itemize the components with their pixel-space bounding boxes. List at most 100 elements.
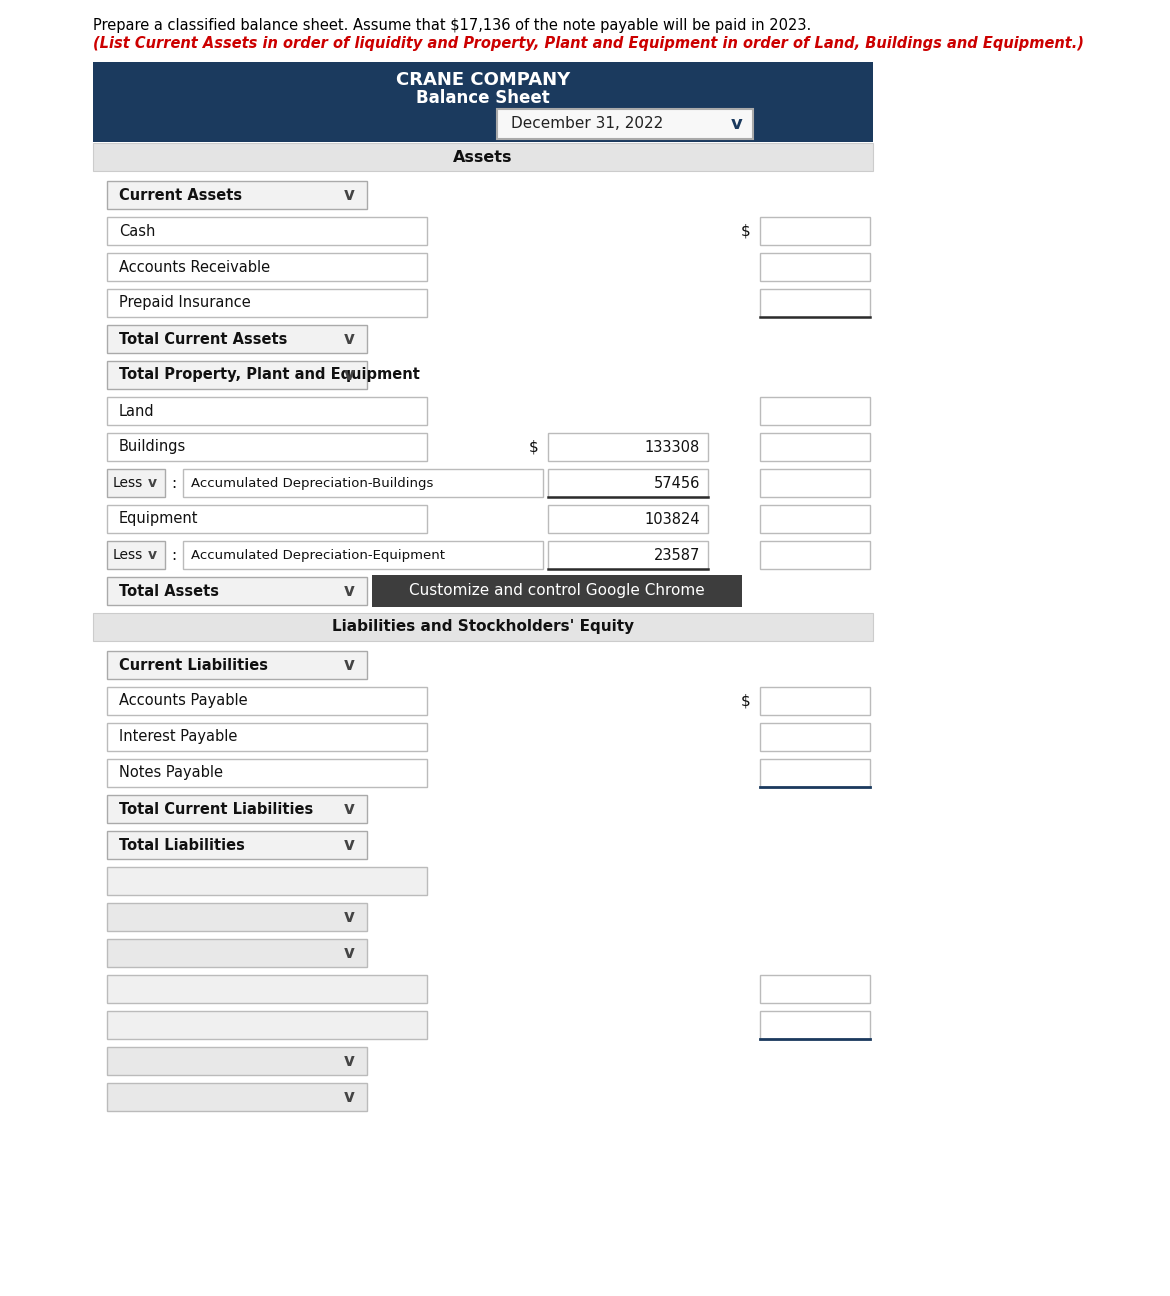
FancyBboxPatch shape xyxy=(106,325,367,353)
Text: 23587: 23587 xyxy=(654,547,700,562)
Text: $: $ xyxy=(741,693,750,709)
Text: CRANE COMPANY: CRANE COMPANY xyxy=(395,71,570,89)
Text: v: v xyxy=(344,330,355,349)
FancyBboxPatch shape xyxy=(106,577,367,605)
Text: (List Current Assets in order of liquidity and Property, Plant and Equipment in : (List Current Assets in order of liquidi… xyxy=(92,36,1083,51)
Text: Land: Land xyxy=(119,403,154,419)
Text: Total Current Liabilities: Total Current Liabilities xyxy=(119,801,314,816)
FancyBboxPatch shape xyxy=(106,651,367,679)
FancyBboxPatch shape xyxy=(106,975,427,1003)
Text: Prepaid Insurance: Prepaid Insurance xyxy=(119,295,250,311)
FancyBboxPatch shape xyxy=(183,469,543,496)
Text: 57456: 57456 xyxy=(654,476,700,490)
Text: Cash: Cash xyxy=(119,223,156,238)
Text: December 31, 2022: December 31, 2022 xyxy=(511,117,663,131)
Text: :: : xyxy=(172,476,177,490)
FancyBboxPatch shape xyxy=(106,289,427,318)
Text: Accumulated Depreciation-Equipment: Accumulated Depreciation-Equipment xyxy=(191,548,445,561)
FancyBboxPatch shape xyxy=(548,540,708,569)
FancyBboxPatch shape xyxy=(372,575,742,607)
FancyBboxPatch shape xyxy=(760,469,870,496)
FancyBboxPatch shape xyxy=(106,1011,427,1039)
FancyBboxPatch shape xyxy=(760,975,870,1003)
Text: :: : xyxy=(172,547,177,562)
Text: Current Liabilities: Current Liabilities xyxy=(119,657,268,673)
Text: Liabilities and Stockholders' Equity: Liabilities and Stockholders' Equity xyxy=(332,619,634,635)
Text: Total Assets: Total Assets xyxy=(119,583,219,599)
Text: v: v xyxy=(344,656,355,674)
Text: Less: Less xyxy=(113,548,143,562)
Text: v: v xyxy=(344,943,355,962)
FancyBboxPatch shape xyxy=(106,687,427,715)
Text: Accounts Receivable: Accounts Receivable xyxy=(119,259,270,275)
Text: Prepare a classified balance sheet. Assume that $17,136 of the note payable will: Prepare a classified balance sheet. Assu… xyxy=(92,18,815,32)
Text: Buildings: Buildings xyxy=(119,439,186,455)
Text: v: v xyxy=(344,836,355,854)
FancyBboxPatch shape xyxy=(760,397,870,425)
Text: 133308: 133308 xyxy=(645,439,700,455)
Text: Total Current Assets: Total Current Assets xyxy=(119,332,288,346)
Text: v: v xyxy=(344,1089,355,1105)
Text: Equipment: Equipment xyxy=(119,512,199,526)
Text: Total Property, Plant and Equipment: Total Property, Plant and Equipment xyxy=(119,368,420,382)
Text: $: $ xyxy=(741,223,750,238)
FancyBboxPatch shape xyxy=(548,505,708,533)
Text: v: v xyxy=(731,115,743,133)
Text: Accounts Payable: Accounts Payable xyxy=(119,693,248,709)
FancyBboxPatch shape xyxy=(106,253,427,281)
FancyBboxPatch shape xyxy=(760,759,870,787)
FancyBboxPatch shape xyxy=(106,723,427,750)
Text: Balance Sheet: Balance Sheet xyxy=(417,89,550,108)
FancyBboxPatch shape xyxy=(106,540,165,569)
Text: $: $ xyxy=(528,439,538,455)
Text: Notes Payable: Notes Payable xyxy=(119,766,223,780)
FancyBboxPatch shape xyxy=(760,289,870,318)
FancyBboxPatch shape xyxy=(497,109,753,139)
Text: Assets: Assets xyxy=(453,149,512,165)
FancyBboxPatch shape xyxy=(183,540,543,569)
FancyBboxPatch shape xyxy=(760,723,870,750)
Text: Less: Less xyxy=(113,476,143,490)
FancyBboxPatch shape xyxy=(760,433,870,461)
Text: v: v xyxy=(147,548,157,562)
Text: Accumulated Depreciation-Buildings: Accumulated Depreciation-Buildings xyxy=(191,477,433,490)
FancyBboxPatch shape xyxy=(106,397,427,425)
FancyBboxPatch shape xyxy=(106,903,367,931)
FancyBboxPatch shape xyxy=(548,433,708,461)
Text: Current Assets: Current Assets xyxy=(119,188,242,202)
FancyBboxPatch shape xyxy=(106,940,367,967)
Text: v: v xyxy=(344,187,355,203)
FancyBboxPatch shape xyxy=(548,469,708,496)
FancyBboxPatch shape xyxy=(106,216,427,245)
FancyBboxPatch shape xyxy=(106,794,367,823)
Text: v: v xyxy=(344,1052,355,1070)
FancyBboxPatch shape xyxy=(760,687,870,715)
Text: Interest Payable: Interest Payable xyxy=(119,730,238,744)
FancyBboxPatch shape xyxy=(106,1047,367,1074)
FancyBboxPatch shape xyxy=(106,1083,367,1111)
FancyBboxPatch shape xyxy=(106,181,367,209)
FancyBboxPatch shape xyxy=(92,62,873,143)
FancyBboxPatch shape xyxy=(106,469,165,496)
FancyBboxPatch shape xyxy=(106,505,427,533)
FancyBboxPatch shape xyxy=(760,1011,870,1039)
FancyBboxPatch shape xyxy=(760,505,870,533)
FancyBboxPatch shape xyxy=(106,759,427,787)
FancyBboxPatch shape xyxy=(760,216,870,245)
Text: v: v xyxy=(147,476,157,490)
Text: Customize and control Google Chrome: Customize and control Google Chrome xyxy=(410,583,704,599)
FancyBboxPatch shape xyxy=(106,831,367,859)
Text: 103824: 103824 xyxy=(645,512,700,526)
Text: v: v xyxy=(344,800,355,818)
Text: v: v xyxy=(344,582,355,600)
FancyBboxPatch shape xyxy=(760,253,870,281)
Text: v: v xyxy=(344,365,355,384)
Text: Total Liabilities: Total Liabilities xyxy=(119,837,245,853)
FancyBboxPatch shape xyxy=(106,867,427,896)
FancyBboxPatch shape xyxy=(106,362,367,389)
FancyBboxPatch shape xyxy=(92,613,873,642)
FancyBboxPatch shape xyxy=(106,433,427,461)
Text: v: v xyxy=(344,908,355,927)
FancyBboxPatch shape xyxy=(760,540,870,569)
FancyBboxPatch shape xyxy=(92,143,873,171)
